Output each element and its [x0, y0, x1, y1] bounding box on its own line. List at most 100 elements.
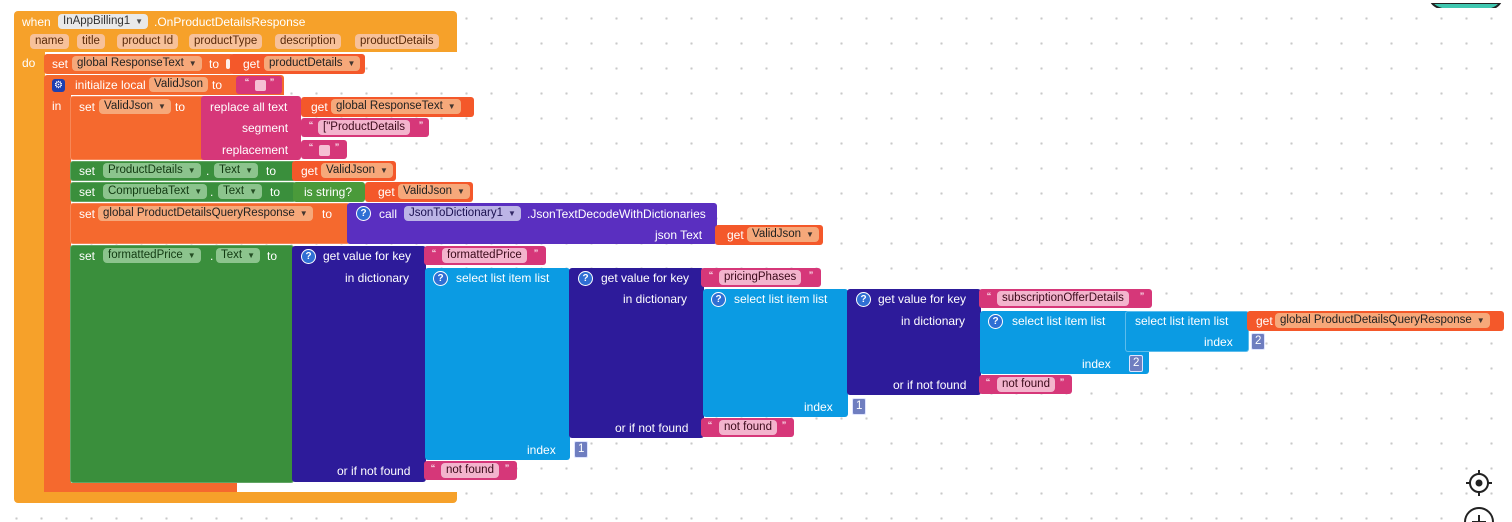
- replacement-label: replacement: [222, 143, 289, 157]
- index-number-c[interactable]: 2: [1129, 355, 1144, 372]
- select-list-item-label: select list item list: [456, 271, 550, 285]
- get-value-for-key-block-2[interactable]: [569, 268, 704, 438]
- index-number-b[interactable]: 1: [852, 398, 867, 415]
- help-icon[interactable]: ?: [301, 249, 316, 264]
- param-product-type[interactable]: productType: [189, 34, 263, 49]
- component-formatted-price[interactable]: formattedPrice ▼: [103, 248, 201, 263]
- to-label: to: [322, 207, 333, 221]
- dot-label: .: [206, 164, 210, 178]
- to-label: to: [175, 100, 186, 114]
- dot-label: .: [210, 185, 214, 199]
- index-label: index: [1082, 357, 1111, 371]
- index-label: index: [527, 443, 556, 457]
- initialize-local-label: initialize local: [75, 78, 146, 92]
- json-text-label: json Text: [655, 228, 703, 242]
- param-product-id[interactable]: product Id: [117, 34, 179, 49]
- select-list-item-block-b[interactable]: [703, 289, 848, 417]
- get-value-for-key-label: get value for key: [601, 271, 690, 285]
- is-string-label: is string?: [304, 185, 353, 199]
- select-list-item-label: select list item list: [734, 292, 828, 306]
- set-valid-json-block[interactable]: [70, 96, 210, 160]
- set-label: set: [79, 185, 96, 199]
- dot-label: .: [210, 249, 214, 263]
- component-json-to-dictionary[interactable]: JsonToDictionary1 ▼: [404, 206, 521, 221]
- help-icon[interactable]: ?: [711, 292, 726, 307]
- help-icon[interactable]: ?: [856, 292, 871, 307]
- component-product-details[interactable]: ProductDetails ▼: [103, 163, 201, 178]
- gear-icon[interactable]: ⚙: [52, 79, 65, 92]
- param-product-details[interactable]: productDetails: [355, 34, 439, 49]
- component-dropdown[interactable]: InAppBilling1 ▼: [58, 14, 149, 29]
- get-value-for-key-label: get value for key: [323, 249, 412, 263]
- set-formatted-price-block[interactable]: [70, 245, 294, 483]
- get-var-valid-json[interactable]: ValidJson ▼: [321, 163, 393, 178]
- key-formatted-price[interactable]: formattedPrice: [442, 248, 527, 263]
- trash-can-icon[interactable]: [1430, 0, 1502, 8]
- index-label: index: [804, 400, 833, 414]
- crosshair-icon[interactable]: [1465, 469, 1493, 497]
- var-dropdown-query-response[interactable]: global ProductDetailsQueryResponse ▼: [98, 206, 313, 221]
- get-var-valid-json-3[interactable]: ValidJson ▼: [747, 227, 819, 242]
- to-label: to: [267, 249, 278, 263]
- set-label: set: [79, 164, 96, 178]
- method-label: .JsonTextDecodeWithDictionaries: [527, 207, 706, 221]
- get-var-query-response[interactable]: global ProductDetailsQueryResponse ▼: [1275, 313, 1490, 328]
- is-string-block[interactable]: [293, 182, 365, 202]
- to-label: to: [270, 185, 281, 199]
- in-dictionary-label: in dictionary: [345, 271, 410, 285]
- index-number-d[interactable]: 2: [1251, 333, 1266, 350]
- help-icon[interactable]: ?: [433, 271, 448, 286]
- get-var-response-text[interactable]: global ResponseText ▼: [331, 99, 461, 114]
- index-number-a[interactable]: 1: [574, 441, 589, 458]
- local-var-name[interactable]: ValidJson: [149, 77, 209, 92]
- prop-text-dropdown[interactable]: Text ▼: [214, 163, 259, 178]
- get-value-for-key-block-1[interactable]: [292, 246, 426, 482]
- var-dropdown-response-text[interactable]: global ResponseText ▼: [72, 56, 202, 71]
- segment-value[interactable]: ["ProductDetails: [318, 120, 411, 135]
- get-value-for-key-block-3[interactable]: [847, 289, 981, 395]
- event-block-bottom: [14, 492, 457, 503]
- zoom-in-icon[interactable]: [1463, 506, 1495, 522]
- help-icon[interactable]: ?: [356, 206, 371, 221]
- set-label: set: [79, 207, 96, 221]
- prop-text-dropdown[interactable]: Text ▼: [218, 184, 263, 199]
- or-if-not-found-label: or if not found: [337, 464, 411, 478]
- set-label: set: [79, 249, 96, 263]
- in-dictionary-label: in dictionary: [901, 314, 966, 328]
- to-label: to: [209, 57, 220, 71]
- or-if-not-found-label: or if not found: [615, 421, 689, 435]
- select-list-item-block-d[interactable]: [1125, 311, 1249, 352]
- help-icon[interactable]: ?: [988, 314, 1003, 329]
- not-found-value-3[interactable]: not found: [997, 377, 1055, 392]
- key-subscription-offer-details[interactable]: subscriptionOfferDetails: [997, 291, 1129, 306]
- var-dropdown-valid-json[interactable]: ValidJson ▼: [99, 99, 171, 114]
- get-label: get: [243, 57, 260, 71]
- to-label: to: [266, 164, 277, 178]
- key-pricing-phases[interactable]: pricingPhases: [719, 270, 802, 285]
- not-found-value-2[interactable]: not found: [719, 420, 777, 435]
- in-dictionary-label: in dictionary: [623, 292, 688, 306]
- when-label: when: [22, 15, 51, 29]
- get-label: get: [727, 228, 744, 242]
- select-list-item-block-a[interactable]: [425, 268, 570, 460]
- component-comprueba-text[interactable]: CompruebaText ▼: [103, 184, 208, 199]
- get-var-valid-json-2[interactable]: ValidJson ▼: [398, 184, 470, 199]
- segment-label: segment: [242, 121, 289, 135]
- set-label: set: [52, 57, 69, 71]
- param-title[interactable]: title: [77, 34, 105, 49]
- help-icon[interactable]: ?: [578, 271, 593, 286]
- or-if-not-found-label: or if not found: [893, 378, 967, 392]
- select-list-item-label: select list item list: [1012, 314, 1106, 328]
- to-label: to: [212, 78, 223, 92]
- param-description[interactable]: description: [275, 34, 341, 49]
- prop-text-dropdown[interactable]: Text ▼: [216, 248, 261, 263]
- set-label: set: [79, 100, 96, 114]
- not-found-value-1[interactable]: not found: [441, 463, 499, 478]
- param-name[interactable]: name: [30, 34, 69, 49]
- select-list-item-block-c[interactable]: [980, 311, 1149, 374]
- replace-all-text-label: replace all text: [210, 100, 288, 114]
- select-list-item-label: select list item list: [1135, 314, 1229, 328]
- get-value-for-key-label: get value for key: [878, 292, 967, 306]
- get-var-product-details[interactable]: productDetails ▼: [264, 56, 361, 71]
- replace-all-text-block[interactable]: [201, 96, 301, 160]
